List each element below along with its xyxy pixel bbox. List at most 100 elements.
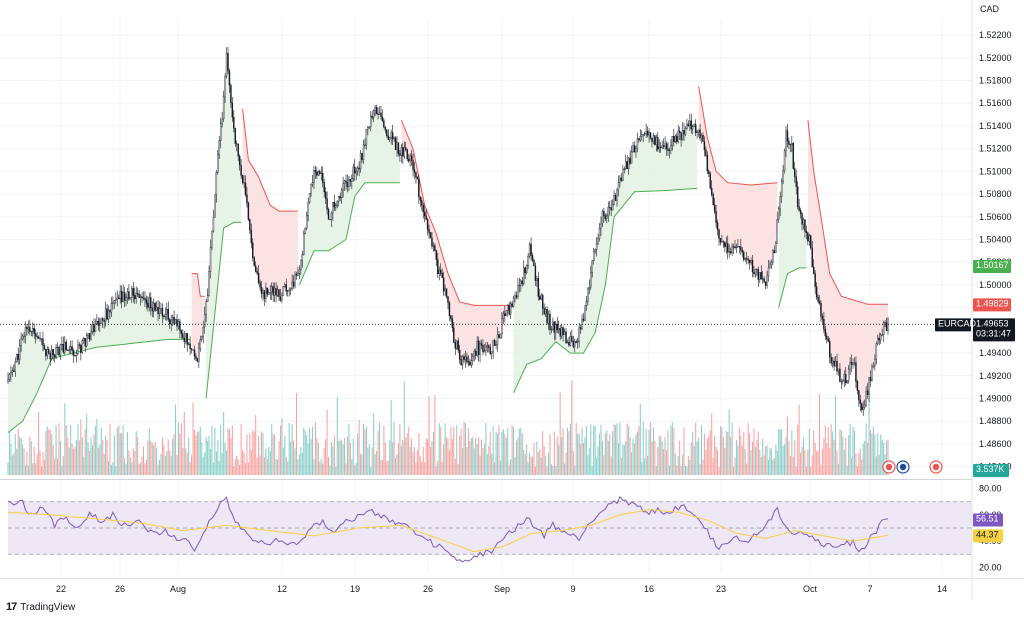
volume-bar [459,435,461,475]
volume-bar [805,466,807,475]
volume-bar [71,443,73,475]
volume-bar [65,424,67,475]
volume-bar [17,428,19,475]
candle-body [163,316,165,318]
currency-label: CAD [980,4,1000,14]
candle-body [537,278,540,297]
candle-body [104,308,107,322]
volume-bar [443,444,445,475]
volume-bar [307,443,309,475]
candle-body [36,335,38,338]
candle-body [348,179,350,187]
candle-body [696,131,698,134]
candle-body [275,288,277,296]
candle-body [887,318,889,331]
candle-body [249,219,251,231]
volume-bar [38,412,40,475]
y-tick-label: 1.51400 [979,121,1012,131]
tradingview-brand[interactable]: 17 TradingView [6,601,75,613]
volume-bar [346,436,348,475]
candle-body [119,291,121,300]
candle-body [710,187,713,195]
volume-bar [402,439,404,475]
volume-bar [753,428,755,475]
candle-body [584,305,586,321]
volume-bar [597,446,599,475]
rsi-y-tick-label: 80.00 [979,484,1002,494]
candle-body [18,345,21,360]
y-tick-label: 1.51200 [979,144,1012,154]
candle-body [208,271,210,296]
candle-body [364,144,366,146]
volume-bar [708,435,710,475]
volume-bar [349,442,351,475]
last-price-label-text: 03:31:47 [976,328,1011,338]
candle-body [308,193,311,203]
candle-body [470,360,473,366]
volume-bar [751,441,754,475]
volume-bar [881,439,883,475]
volume-bar [582,443,585,475]
volume-bar [370,466,372,475]
candle-body [37,337,40,339]
event-markers[interactable] [882,460,943,474]
y-tick-label: 1.50000 [979,280,1012,290]
volume-bar [58,423,60,475]
candle-body [294,273,296,287]
candle-body [129,297,132,300]
volume-bar [489,431,491,475]
volume-bar [373,413,375,475]
volume-bar [259,455,261,475]
candle-body [831,360,834,364]
volume-bar [110,464,112,475]
volume-bar [846,465,848,475]
candle-body [875,343,878,360]
volume-bar [651,441,653,475]
volume-bar [786,416,788,475]
candle-body [796,186,799,207]
candle-body [744,258,746,260]
candle-body [629,157,631,164]
rsi-value-label-text: 56.51 [976,513,999,523]
candle-body [839,368,841,382]
candle-body [333,202,336,208]
time-axis[interactable]: 22 26 Aug 12 19 26 Sep 9 16 23 Oct 7 14 [56,584,947,594]
volume-bar [99,444,101,475]
candle-body [87,333,89,336]
candle-body [26,326,28,330]
volume-bar [507,427,509,475]
candle-body [880,334,882,341]
price-chart[interactable]: CAD 1.52200 1.52000 1.51800 1.51600 1.51400 1.… [0,0,1024,600]
candle-body [23,335,25,337]
volume-bar [333,435,335,475]
volume-bar [735,440,737,475]
candle-body [224,76,226,98]
candle-body [829,341,831,358]
volume-bar [272,433,274,475]
candle-body [83,338,85,341]
volume-bar [612,431,614,475]
candle-body [304,228,306,234]
volume-bar [268,446,270,475]
candle-body [101,318,104,321]
candle-body [690,120,693,130]
volume-bar [128,450,130,475]
brand-name: TradingView [20,601,76,613]
volume-bar [351,459,353,475]
candle-body [611,204,614,211]
candle-body [370,115,372,127]
volume-bar [638,426,640,475]
volume-bar [784,444,786,475]
volume-bar [469,441,471,475]
volume-bar [141,456,143,475]
volume-bar [558,445,560,475]
volume-bar [90,437,92,475]
volume-bar [724,448,726,475]
volume-bar [54,458,56,475]
volume-bar [303,427,305,475]
candle-body [291,281,293,289]
candle-body [272,286,274,296]
candle-body [721,241,723,243]
volume-bar [534,466,536,475]
